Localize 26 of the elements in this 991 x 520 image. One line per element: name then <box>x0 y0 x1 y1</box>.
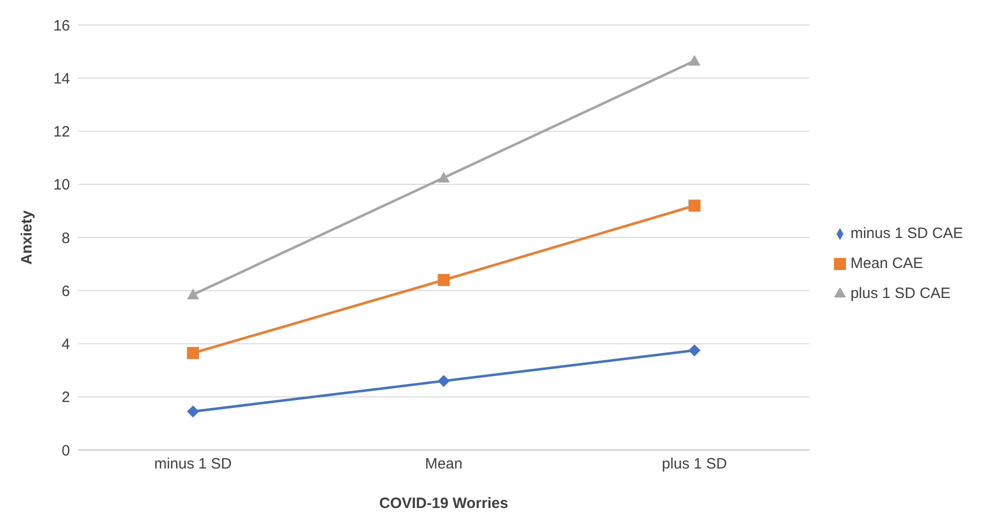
y-tick-label: 6 <box>62 282 70 300</box>
legend-label: minus 1 SD CAE <box>850 225 963 242</box>
point <box>438 274 450 286</box>
point <box>688 344 700 356</box>
point <box>187 347 199 360</box>
x-tick-label: minus 1 SD <box>154 456 232 473</box>
y-tick-label: 12 <box>53 124 70 141</box>
point <box>187 288 199 300</box>
y-tick-label: 0 <box>62 442 70 460</box>
y-tick-label: 4 <box>62 336 70 354</box>
x-axis-title: COVID-19 Worries <box>379 495 508 512</box>
legend-label: Mean CAE <box>850 255 923 272</box>
y-axis-title: Anxiety <box>18 210 36 265</box>
y-tick-label: 10 <box>53 176 70 194</box>
point <box>688 54 700 66</box>
point <box>438 374 450 387</box>
y-tick-label: 14 <box>53 70 70 88</box>
y-tick-label: 2 <box>62 389 70 406</box>
point <box>438 172 450 183</box>
y-tick-label: 8 <box>62 230 70 247</box>
y-tick-label: 16 <box>53 17 70 34</box>
x-tick-label: Mean <box>424 456 462 473</box>
point <box>688 200 700 212</box>
x-tick-label: plus 1 SD <box>662 456 728 473</box>
legend-label: plus 1 SD CAE <box>850 285 950 302</box>
point <box>187 405 199 418</box>
